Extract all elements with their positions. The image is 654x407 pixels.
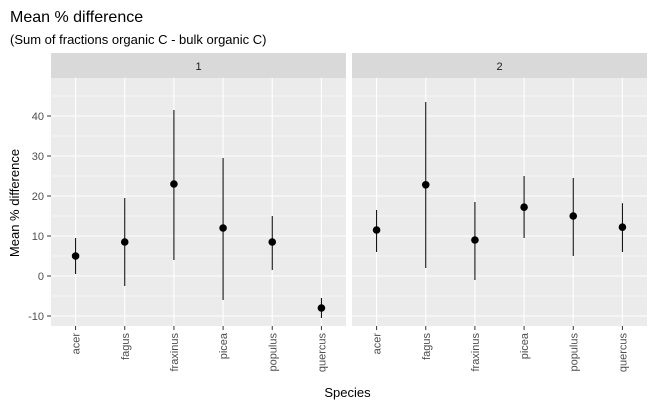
x-tick-label-fraxinus: fraxinus xyxy=(169,333,181,372)
x-tick-label-fagus: fagus xyxy=(421,333,433,360)
x-tick-label-picea: picea xyxy=(218,332,230,359)
y-tick-label: -10 xyxy=(28,311,44,323)
x-tick-label-picea: picea xyxy=(519,332,531,359)
y-tick-label: 40 xyxy=(32,111,44,123)
facet-panel-2: 2 acer fagus fraxinus picea populus quercus xyxy=(352,53,647,372)
chart-title: Mean % difference xyxy=(10,9,143,26)
data-point-populus xyxy=(268,238,277,246)
y-axis: -10 0 10 20 30 40 xyxy=(28,111,51,323)
data-point-fraxinus xyxy=(170,180,178,188)
facet-panel-1: 1 acer fagus fraxinus picea populus quercus xyxy=(51,53,346,372)
panel-background xyxy=(51,78,346,326)
facet-strip xyxy=(352,53,647,78)
x-tick-label-acer: acer xyxy=(372,333,384,355)
x-tick-label-acer: acer xyxy=(71,333,83,355)
x-tick-label-fagus: fagus xyxy=(120,333,132,360)
data-point-picea xyxy=(219,224,227,232)
x-tick-label-populus: populus xyxy=(568,333,580,372)
x-axis-title: Species xyxy=(324,385,371,400)
y-tick-label: 30 xyxy=(32,151,44,163)
y-tick-label: 20 xyxy=(32,191,44,203)
x-tick-label-populus: populus xyxy=(267,333,279,372)
y-axis-title: Mean % difference xyxy=(7,149,22,257)
data-point-fagus xyxy=(421,181,430,189)
panel-background xyxy=(352,78,647,326)
x-tick-label-quercus: quercus xyxy=(316,333,328,373)
data-point-picea xyxy=(520,203,528,211)
data-point-fraxinus xyxy=(471,236,479,244)
data-point-quercus xyxy=(618,223,627,231)
data-point-acer xyxy=(71,252,80,260)
x-tick-label-quercus: quercus xyxy=(617,333,629,373)
data-point-quercus xyxy=(317,304,326,312)
facet-strip-label: 2 xyxy=(496,61,502,73)
chart-subtitle: (Sum of fractions organic C - bulk organ… xyxy=(10,32,266,47)
data-point-fagus xyxy=(120,238,129,246)
data-point-populus xyxy=(569,212,578,220)
facet-strip xyxy=(51,53,346,78)
x-tick-label-fraxinus: fraxinus xyxy=(470,333,482,372)
facet-strip-label: 1 xyxy=(195,61,201,73)
data-point-acer xyxy=(372,226,381,234)
y-tick-label: 10 xyxy=(32,231,44,243)
facet-panels: 1 acer fagus fraxinus picea populus quercus 2 ac… xyxy=(51,53,647,372)
y-tick-label: 0 xyxy=(38,271,44,283)
